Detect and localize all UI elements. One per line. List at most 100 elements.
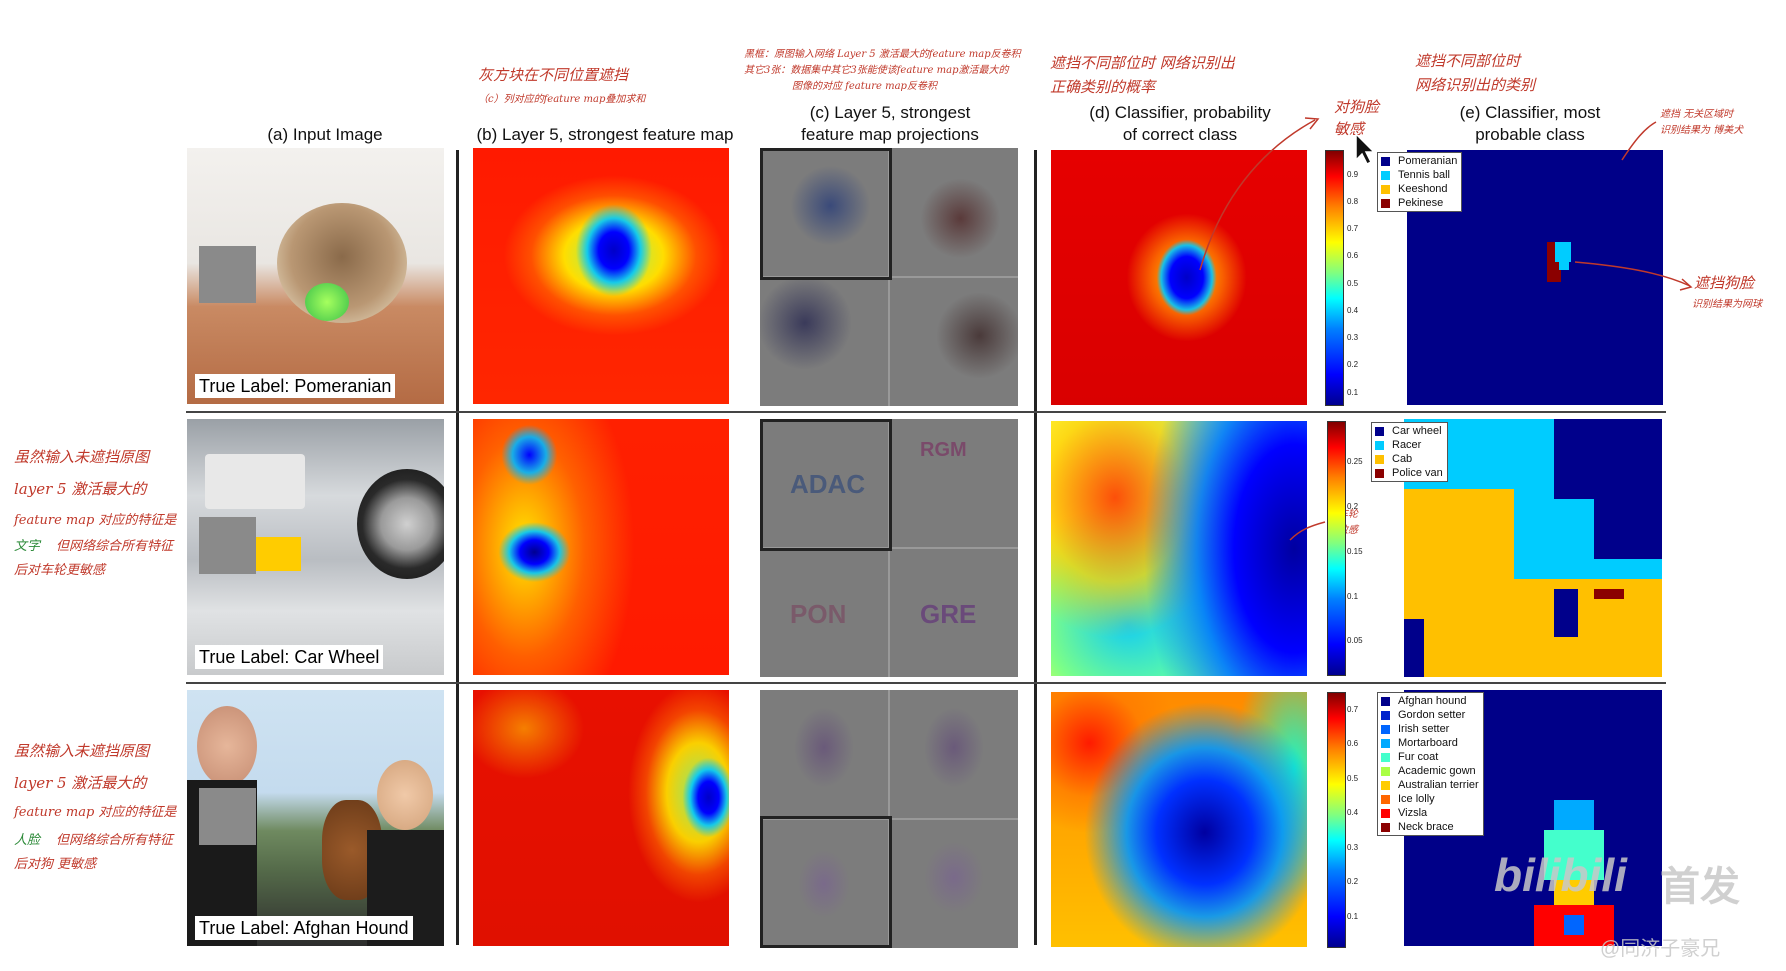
class-region — [1555, 242, 1571, 262]
colorbar-tick: 0.1 — [1347, 592, 1359, 601]
projection-tile — [890, 278, 1018, 406]
legend-entry: Neck brace — [1381, 820, 1479, 834]
colorbar-tick: 0.15 — [1347, 547, 1363, 556]
projection-tile-text: ADAC — [790, 469, 866, 499]
colorbar-tick: 0.2 — [1347, 877, 1359, 886]
legend-entry: Australian terrier — [1381, 778, 1479, 792]
feature-map-heatmap — [473, 148, 729, 404]
arrow-head — [1679, 278, 1693, 291]
true-label: True Label: Car Wheel — [195, 645, 384, 669]
legend-swatch — [1381, 794, 1390, 804]
projection-tile — [760, 690, 888, 818]
arrow-head — [1304, 117, 1320, 130]
colorbar-tick: 0.3 — [1347, 843, 1359, 852]
projection-tile — [760, 278, 888, 406]
class-region — [1594, 589, 1624, 599]
watermark-tag: 首发 — [1660, 865, 1740, 909]
annotation-left-row3-2: layer 5 激活最大的 — [14, 774, 147, 792]
probability-heatmap — [1051, 150, 1307, 405]
legend-label: Racer — [1392, 439, 1422, 451]
annotation-left-row2-3: feature map 对应的特征是 — [14, 513, 177, 528]
car-wheel — [357, 469, 444, 579]
legend-entry: Keeshond — [1381, 182, 1457, 196]
toy-ball — [305, 283, 349, 321]
class-region — [1559, 260, 1569, 270]
column-divider — [1034, 150, 1037, 945]
class-region — [1544, 830, 1604, 880]
legend-label: Keeshond — [1398, 183, 1448, 195]
watermark-brand: bilibili — [1494, 849, 1627, 901]
legend-label: Neck brace — [1398, 821, 1454, 833]
class-map — [1404, 419, 1662, 677]
black-frame — [760, 816, 892, 948]
woman-head — [377, 760, 433, 830]
annotation-irrelevant-2: 识别结果为 博美犬 — [1660, 125, 1744, 136]
person-head — [197, 706, 257, 786]
annotation-sum: （c）列对应的feature map叠加求和 — [478, 94, 646, 105]
annotation-face-occluded-2: 识别结果为网球 — [1692, 299, 1762, 310]
projection-tile — [890, 148, 1018, 276]
feature-projections — [760, 148, 1018, 406]
occlusion-square — [199, 788, 256, 845]
legend-label: Pomeranian — [1398, 155, 1458, 167]
legend-label: Pekinese — [1398, 197, 1444, 209]
class-region — [1564, 915, 1584, 935]
projection-tile-text: PON — [790, 599, 847, 629]
legend-entry: Mortarboard — [1381, 736, 1479, 750]
colorbar — [1327, 421, 1346, 676]
mouse-cursor-icon — [1355, 132, 1376, 166]
class-region — [1404, 619, 1424, 677]
legend-swatch — [1381, 738, 1390, 748]
column-title-a: (a) Input Image — [267, 125, 383, 144]
annotation-left-row2-4a: 文字 — [14, 539, 41, 554]
class-region — [1494, 579, 1662, 677]
annotation-face-occluded-1: 遮挡狗脸 — [1694, 274, 1755, 292]
annotation-dog-face: 对狗脸 — [1334, 98, 1380, 116]
legend-entry: Irish setter — [1381, 722, 1479, 736]
legend-swatch — [1381, 156, 1390, 166]
annotation-left-row3-3: feature map 对应的特征是 — [14, 805, 177, 820]
annotation-left-row2-2: layer 5 激活最大的 — [14, 480, 147, 498]
true-label: True Label: Afghan Hound — [195, 916, 413, 940]
car-panel — [205, 454, 305, 509]
legend-entry: Afghan hound — [1381, 694, 1479, 708]
class-region — [1554, 589, 1578, 637]
column-title-e-line1: (e) Classifier, most — [1459, 103, 1601, 122]
class-legend: Car wheel Racer Cab Police van — [1371, 422, 1448, 482]
probability-heatmap — [1051, 421, 1307, 676]
annotation-left-row3-5: 后对狗 更敏感 — [14, 857, 97, 872]
legend-label: Australian terrier — [1398, 779, 1479, 791]
annotation-prob-1: 遮挡不同部位时 网络识别出 — [1050, 54, 1235, 72]
colorbar — [1325, 150, 1344, 406]
column-title-b: (b) Layer 5, strongest feature map — [476, 125, 734, 144]
legend-entry: Ice lolly — [1381, 792, 1479, 806]
legend-entry: Pekinese — [1381, 196, 1457, 210]
annotation-class-2: 网络识别出的类别 — [1415, 76, 1536, 94]
arrow-irrelevant — [1621, 121, 1657, 161]
colorbar-tick: 0.1 — [1347, 388, 1359, 397]
colorbar-tick: 0.7 — [1347, 224, 1359, 233]
legend-swatch — [1381, 198, 1390, 208]
legend-label: Irish setter — [1398, 723, 1450, 735]
projection-tile — [760, 820, 888, 948]
colorbar-tick: 0.2 — [1347, 360, 1359, 369]
projection-tile — [890, 690, 1018, 818]
arrow-dog-face — [1199, 119, 1316, 271]
annotation-left-row2-5: 后对车轮更敏感 — [14, 563, 106, 578]
colorbar-tick: 0.5 — [1347, 279, 1359, 288]
column-title-d-line2: of correct class — [1122, 125, 1238, 144]
colorbar-tick: 0.1 — [1347, 912, 1359, 921]
colorbar-tick: 0.6 — [1347, 739, 1359, 748]
legend-label: Fur coat — [1398, 751, 1439, 763]
legend-swatch — [1381, 724, 1390, 734]
feature-map-heatmap — [473, 419, 729, 675]
legend-swatch — [1375, 426, 1384, 436]
legend-swatch — [1375, 468, 1384, 478]
legend-label: Mortarboard — [1398, 737, 1458, 749]
colorbar-tick: 0.8 — [1347, 197, 1359, 206]
legend-swatch — [1381, 780, 1390, 790]
legend-label: Tennis ball — [1398, 169, 1450, 181]
column-title-c-line2: feature map projections — [801, 125, 979, 144]
watermark-author: @同济子豪兄 — [1600, 938, 1721, 960]
annotation-class-1: 遮挡不同部位时 — [1415, 52, 1521, 70]
